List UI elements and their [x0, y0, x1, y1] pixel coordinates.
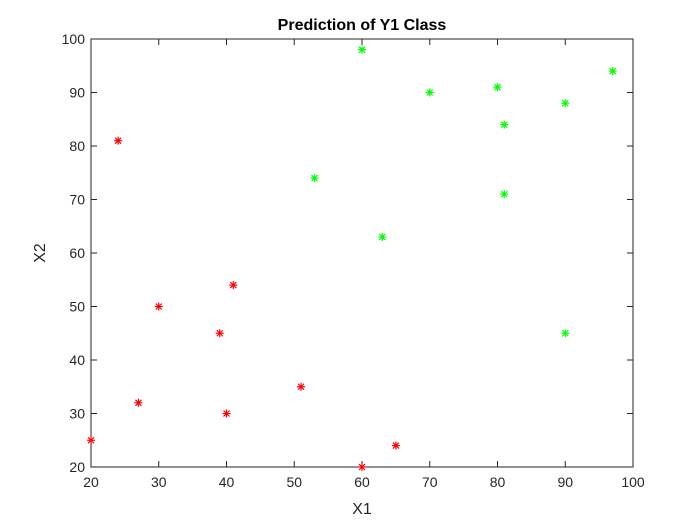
data-point-class-0: [297, 382, 306, 391]
data-point-class-1: [378, 232, 387, 241]
data-point-class-0: [87, 436, 95, 445]
data-point-class-0: [358, 463, 366, 471]
x-tick-label: 100: [621, 474, 645, 490]
data-point-class-0: [215, 329, 224, 338]
y-tick-label: 60: [69, 245, 85, 261]
x-tick-label: 80: [490, 474, 506, 490]
y-tick-label: 40: [69, 352, 85, 368]
data-point-class-0: [391, 441, 400, 450]
x-tick-label: 60: [354, 474, 370, 490]
data-point-class-0: [229, 281, 238, 290]
data-point-class-0: [222, 409, 231, 418]
y-tick-label: 30: [69, 406, 85, 422]
x-axis-label: X1: [352, 501, 372, 518]
y-tick-label: 90: [69, 85, 85, 101]
data-point-class-1: [500, 120, 509, 129]
axes-box: [90, 38, 634, 468]
x-tick-label: 50: [286, 474, 302, 490]
y-tick-label: 20: [69, 459, 85, 475]
y-axis: 20 30 40 50 60 70 80 90 100: [62, 31, 633, 475]
data-point-class-0: [114, 136, 123, 145]
x-tick-label: 30: [151, 474, 167, 490]
x-tick-label: 40: [219, 474, 235, 490]
data-point-class-0: [154, 302, 163, 311]
data-point-class-1: [493, 83, 502, 92]
data-point-class-1: [425, 88, 434, 97]
y-tick-label: 70: [69, 192, 85, 208]
data-points: [87, 45, 617, 471]
y-tick-label: 80: [69, 138, 85, 154]
x-tick-label: 70: [422, 474, 438, 490]
data-point-class-1: [561, 329, 570, 338]
plot-area: 20 30 40 50 60 70 80 90 100 20 30 40 50 60 70 80 90 100: [62, 31, 645, 490]
data-point-class-1: [358, 45, 366, 54]
x-tick-label: 20: [83, 474, 99, 490]
data-point-class-0: [134, 398, 143, 407]
data-point-class-1: [500, 190, 509, 199]
data-point-class-1: [310, 174, 319, 183]
chart-title: Prediction of Y1 Class: [278, 17, 447, 34]
x-axis: 20 30 40 50 60 70 80 90 100: [83, 39, 645, 490]
x-tick-label: 90: [557, 474, 573, 490]
data-point-class-1: [561, 99, 570, 108]
y-axis-label: X2: [32, 243, 49, 263]
y-tick-label: 50: [69, 299, 85, 315]
y-tick-label: 100: [62, 31, 86, 47]
data-point-class-1: [608, 67, 617, 76]
